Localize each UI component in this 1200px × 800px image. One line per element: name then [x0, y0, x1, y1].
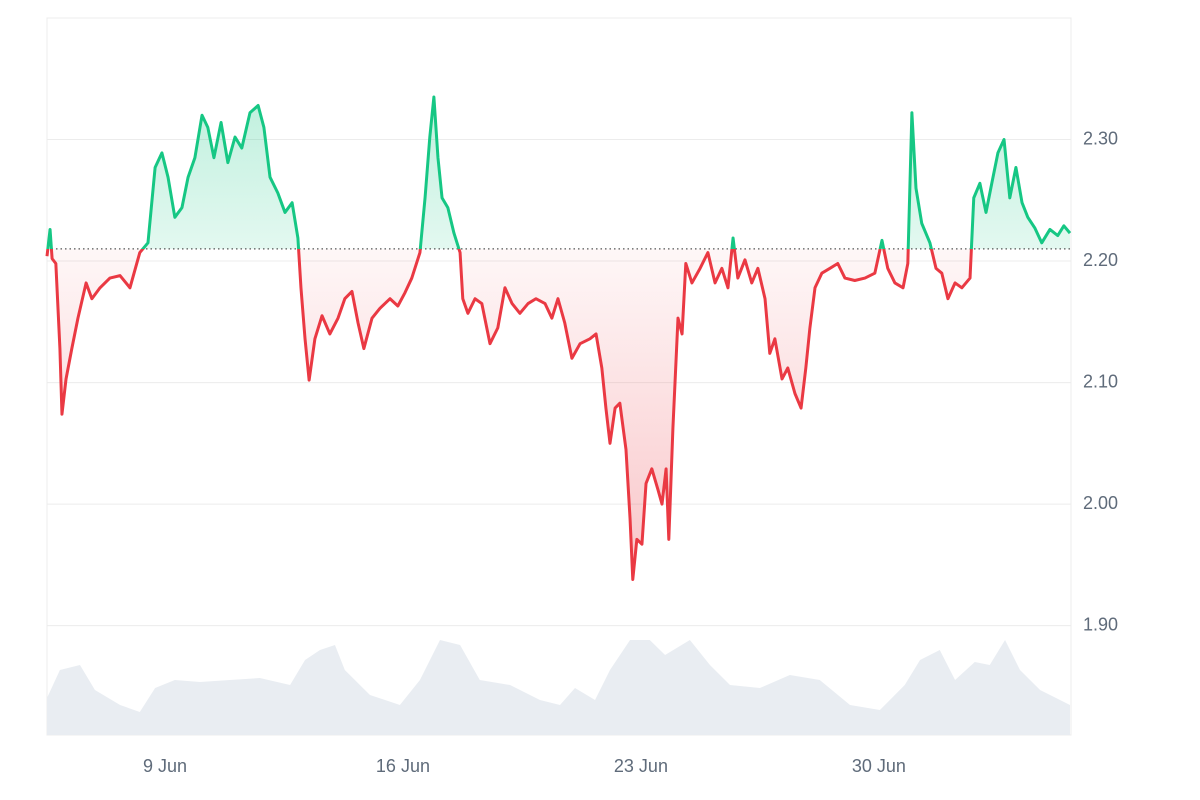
y-tick-label: 2.30: [1083, 128, 1118, 148]
y-tick-label: 2.10: [1083, 371, 1118, 391]
y-tick-label: 2.20: [1083, 250, 1118, 270]
x-tick-label: 16 Jun: [376, 756, 430, 776]
x-tick-label: 23 Jun: [614, 756, 668, 776]
y-tick-label: 2.00: [1083, 493, 1118, 513]
volume-area: [47, 640, 1070, 735]
y-tick-label: 1.90: [1083, 614, 1118, 634]
x-tick-label: 9 Jun: [143, 756, 187, 776]
x-tick-label: 30 Jun: [852, 756, 906, 776]
price-line: [45, 95, 1072, 581]
price-area: [47, 96, 1070, 580]
